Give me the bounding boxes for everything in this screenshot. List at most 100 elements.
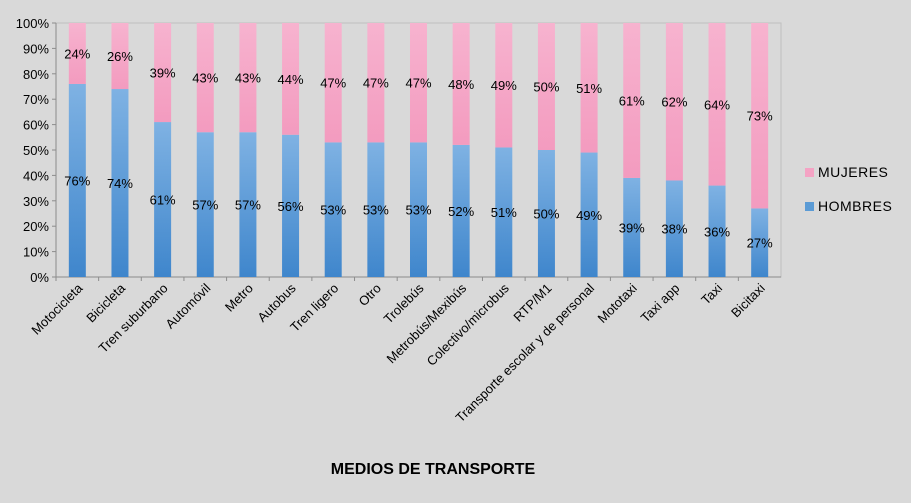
bar-mujeres-bicicleta: [111, 23, 129, 90]
x-tick-label-metrobus-mexibus: Metrobús/Mexibús: [384, 280, 470, 366]
bar-hombres-taxi: [708, 185, 726, 277]
bar-mujeres-taxi-app: [665, 23, 683, 181]
bar-hombres-mototaxi: [623, 177, 641, 277]
data-label-hombres-trolebus: 53%: [405, 203, 431, 218]
bar-mujeres-tren-ligero: [324, 23, 342, 143]
x-tick-label-taxi-app: Taxi app: [638, 281, 683, 326]
data-label-hombres-bicitaxi: 27%: [747, 236, 773, 251]
y-tick-label: 100%: [16, 16, 50, 31]
data-label-hombres-taxi-app: 38%: [661, 222, 687, 237]
bar-hombres-bicicleta: [111, 89, 129, 277]
bar-mujeres-transporte-escolar-y-de-personal: [580, 23, 598, 153]
data-label-mujeres-motocicleta: 24%: [64, 46, 90, 61]
x-tick-label-motocicleta: Motocicleta: [28, 280, 86, 338]
x-tick-label-bicitaxi: Bicitaxi: [728, 280, 768, 320]
bar-mujeres-colectivo-microbus: [495, 23, 513, 148]
y-tick-label: 20%: [23, 219, 49, 234]
data-label-mujeres-taxi-app: 62%: [661, 95, 687, 110]
y-tick-label: 30%: [23, 194, 49, 209]
data-label-hombres-motocicleta: 76%: [64, 173, 90, 188]
bars: [68, 23, 769, 278]
bar-hombres-taxi-app: [665, 180, 683, 277]
data-label-mujeres-automovil: 43%: [192, 71, 218, 86]
bar-mujeres-otro: [367, 23, 385, 143]
data-label-mujeres-metrobus-mexibus: 48%: [448, 77, 474, 92]
data-label-mujeres-tren-suburbano: 39%: [150, 66, 176, 81]
bar-hombres-tren-suburbano: [154, 122, 172, 277]
bar-hombres-bicitaxi: [751, 208, 769, 277]
bar-hombres-motocicleta: [68, 83, 86, 278]
data-label-hombres-colectivo-microbus: 51%: [491, 205, 517, 220]
bar-hombres-automovil: [196, 132, 214, 277]
y-tick-label: 10%: [23, 245, 49, 260]
bar-mujeres-automovil: [196, 23, 214, 133]
bar-mujeres-taxi: [708, 23, 726, 186]
x-tick-label-colectivo-microbus: Colectivo/microbus: [424, 280, 513, 369]
x-tick-label-taxi: Taxi: [698, 280, 725, 307]
data-label-hombres-tren-ligero: 53%: [320, 203, 346, 218]
data-labels: 76% 24% 74% 26% 61% 39% 57% 43% 57% 43% 56% 44% 53% 4…: [64, 46, 773, 250]
data-label-hombres-automovil: 57%: [192, 198, 218, 213]
data-label-mujeres-bicitaxi: 73%: [747, 109, 773, 124]
bar-hombres-rtp-m1: [537, 150, 555, 277]
legend-label-mujeres: MUJERES: [818, 164, 888, 180]
bar-mujeres-tren-suburbano: [154, 23, 172, 123]
x-tick-label-metro: Metro: [222, 281, 256, 315]
data-label-mujeres-tren-ligero: 47%: [320, 76, 346, 91]
y-tick-label: 80%: [23, 67, 49, 82]
legend-swatch-mujeres: [805, 168, 814, 177]
data-label-hombres-otro: 53%: [363, 203, 389, 218]
bar-hombres-colectivo-microbus: [495, 147, 513, 277]
y-axis: 0% 10% 20% 30% 40% 50% 60% 70% 80% 90% 100%: [16, 16, 57, 285]
bar-mujeres-rtp-m1: [537, 23, 555, 150]
data-label-mujeres-bicicleta: 26%: [107, 49, 133, 64]
bar-mujeres-metrobus-mexibus: [452, 23, 470, 145]
data-label-mujeres-mototaxi: 61%: [619, 93, 645, 108]
data-label-mujeres-trolebus: 47%: [405, 76, 431, 91]
y-tick-label: 70%: [23, 92, 49, 107]
y-tick-label: 40%: [23, 168, 49, 183]
data-label-mujeres-otro: 47%: [363, 76, 389, 91]
x-axis-title: MEDIOS DE TRANSPORTE: [331, 461, 536, 478]
bar-mujeres-autobus: [282, 23, 300, 135]
data-label-mujeres-autobus: 44%: [278, 72, 304, 87]
y-tick-label: 90%: [23, 41, 49, 56]
data-label-hombres-transporte-escolar-y-de-personal: 49%: [576, 208, 602, 223]
x-tick-label-automovil: Automóvil: [162, 280, 213, 331]
legend-label-hombres: HOMBRES: [818, 198, 892, 214]
bar-hombres-autobus: [282, 134, 300, 277]
data-label-hombres-tren-suburbano: 61%: [150, 193, 176, 208]
x-tick-label-otro: Otro: [355, 281, 383, 309]
data-label-hombres-taxi: 36%: [704, 224, 730, 239]
data-label-hombres-mototaxi: 39%: [619, 220, 645, 235]
y-tick-label: 50%: [23, 143, 49, 158]
data-label-mujeres-rtp-m1: 50%: [533, 80, 559, 95]
data-label-hombres-metro: 57%: [235, 198, 261, 213]
data-label-hombres-bicicleta: 74%: [107, 176, 133, 191]
bar-mujeres-mototaxi: [623, 23, 641, 178]
data-label-mujeres-transporte-escolar-y-de-personal: 51%: [576, 81, 602, 96]
x-tick-label-mototaxi: Mototaxi: [595, 280, 640, 325]
data-label-hombres-rtp-m1: 50%: [533, 207, 559, 222]
bar-hombres-metro: [239, 132, 257, 277]
bar-hombres-tren-ligero: [324, 142, 342, 277]
bar-mujeres-trolebus: [410, 23, 427, 143]
data-label-mujeres-colectivo-microbus: 49%: [491, 78, 517, 93]
data-label-mujeres-taxi: 64%: [704, 97, 730, 112]
bar-mujeres-bicitaxi: [751, 23, 769, 209]
data-label-mujeres-metro: 43%: [235, 71, 261, 86]
legend-swatch-hombres: [805, 202, 814, 211]
data-label-hombres-metrobus-mexibus: 52%: [448, 204, 474, 219]
bar-mujeres-motocicleta: [68, 23, 86, 84]
bar-hombres-otro: [367, 142, 385, 277]
bar-mujeres-metro: [239, 23, 257, 133]
y-tick-label: 60%: [23, 118, 49, 133]
bar-hombres-metrobus-mexibus: [452, 144, 470, 277]
data-label-hombres-autobus: 56%: [278, 199, 304, 214]
bar-hombres-trolebus: [410, 142, 427, 277]
legend: MUJERES HOMBRES: [805, 164, 892, 214]
bar-hombres-transporte-escolar-y-de-personal: [580, 152, 598, 277]
